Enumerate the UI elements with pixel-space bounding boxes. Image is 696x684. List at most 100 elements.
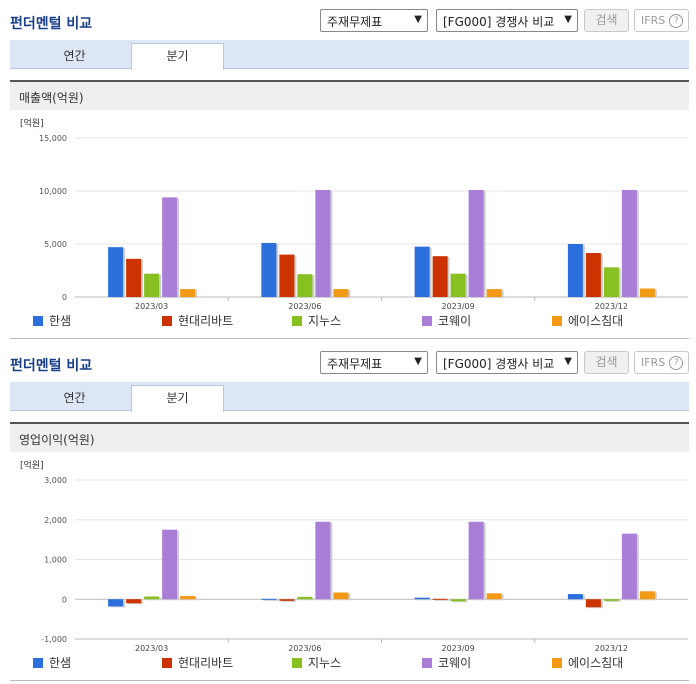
bar [297,274,313,297]
bar-shadow [416,598,432,601]
bar [261,242,277,297]
legend-label: 에이스침대 [568,314,623,328]
y-tick-label: 0 [62,293,67,302]
y-tick-label: 15,000 [39,134,67,143]
x-tick-label: 2023/06 [288,644,321,653]
legend-swatch [162,316,172,326]
bar [603,267,619,297]
bar [162,197,178,297]
legend-swatch [33,658,43,668]
legend-swatch [422,316,432,326]
help-icon[interactable]: ? [669,14,684,28]
bar [144,273,160,297]
bar [486,593,502,600]
chevron-down-icon: ▼ [564,356,572,367]
legend-label: 한샘 [49,314,71,328]
x-tick-label: 2023/12 [595,644,628,653]
legend-swatch [422,658,432,668]
section-title: 영업이익(억원) [19,433,95,447]
tab-annual[interactable]: 연간 [63,391,86,405]
x-tick-label: 2023/03 [135,302,168,311]
statement-type-select[interactable]: 주재무제표 ▼ [320,351,428,374]
tab-annual[interactable]: 연간 [63,49,86,63]
bar-shadow [263,599,279,601]
chevron-down-icon: ▼ [414,356,422,367]
statement-type-value: 주재무제표 [327,15,383,29]
legend-swatch [33,316,43,326]
ifrs-label: IFRS [641,356,666,369]
chevron-down-icon: ▼ [564,14,572,25]
y-tick-label: 5,000 [44,240,67,249]
fundamental-panel-operating-profit: 펀더멘털 비교 주재무제표 ▼ [FG000] 경쟁사 비교 ▼ 검색 IFRS… [0,342,696,684]
legend-label: 코웨이 [438,656,471,670]
bar [567,244,583,297]
legend-label: 한샘 [49,656,71,670]
help-icon[interactable]: ? [669,356,684,370]
legend-swatch [552,316,562,326]
legend-label: 에이스침대 [568,656,623,670]
unit-label: [억원] [20,117,44,129]
operating-profit-bar-chart: [억원] -1,000 0 1,000 2,000 3,000 2023/03 2023/06… [20,459,688,670]
bar-shadow [452,600,468,603]
panel-title: 펀더멘털 비교 [10,16,93,32]
y-tick-label: 1,000 [44,556,67,565]
chevron-down-icon: ▼ [414,14,422,25]
search-button[interactable]: 검색 [584,9,629,32]
y-tick-label: -1,000 [41,635,67,644]
peer-group-select[interactable]: [FG000] 경쟁사 비교 ▼ [436,351,578,374]
bar-shadow [434,599,450,601]
bar [432,598,448,600]
bar [180,289,196,297]
period-tabs: 연간 분기 [10,40,689,70]
bar [414,246,430,297]
bar [603,599,619,601]
search-button[interactable]: 검색 [584,351,629,374]
statement-type-select[interactable]: 주재무제표 ▼ [320,9,428,32]
bar [162,529,178,600]
bar [261,598,277,600]
bar [315,189,331,297]
bar [126,258,142,297]
bar [333,289,349,297]
unit-label: [억원] [20,459,44,471]
legend-swatch [162,658,172,668]
y-tick-label: 10,000 [39,187,67,196]
y-tick-label: 0 [62,595,67,604]
bar-shadow [281,600,297,602]
bar [639,591,655,600]
bar [315,521,331,600]
statement-type-value: 주재무제표 [327,357,383,371]
ifrs-button[interactable]: IFRS? [634,9,689,32]
panel-title: 펀더멘털 비교 [10,358,93,374]
bar [468,521,484,600]
divider [10,338,689,339]
tab-quarterly[interactable]: 분기 [131,43,224,70]
x-tick-label: 2023/06 [288,302,321,311]
x-tick-label: 2023/09 [442,644,475,653]
legend-label: 현대리바트 [178,656,233,670]
bar [639,288,655,297]
ifrs-button[interactable]: IFRS? [634,351,689,374]
bar [414,597,430,600]
legend-label: 코웨이 [438,314,471,328]
x-tick-label: 2023/03 [135,644,168,653]
legend-label: 지누스 [308,314,341,328]
section-header: 매출액(억원) [10,80,689,110]
legend-swatch [292,316,302,326]
peer-group-select[interactable]: [FG000] 경쟁사 비교 ▼ [436,9,578,32]
bar [450,599,466,602]
bar [333,592,349,600]
bar [585,599,601,608]
tab-quarterly[interactable]: 분기 [131,385,224,412]
y-tick-label: 3,000 [44,476,67,485]
x-tick-label: 2023/12 [595,302,628,311]
revenue-bar-chart: [억원] 0 5,000 10,000 15,000 2023/03 2023/06 2023… [20,117,688,328]
section-header: 영업이익(억원) [10,422,689,452]
bar [450,273,466,297]
legend-swatch [292,658,302,668]
divider [10,680,689,681]
peer-group-value: [FG000] 경쟁사 비교 [443,357,555,371]
bar [621,533,637,600]
legend-swatch [552,658,562,668]
bar [279,254,295,297]
